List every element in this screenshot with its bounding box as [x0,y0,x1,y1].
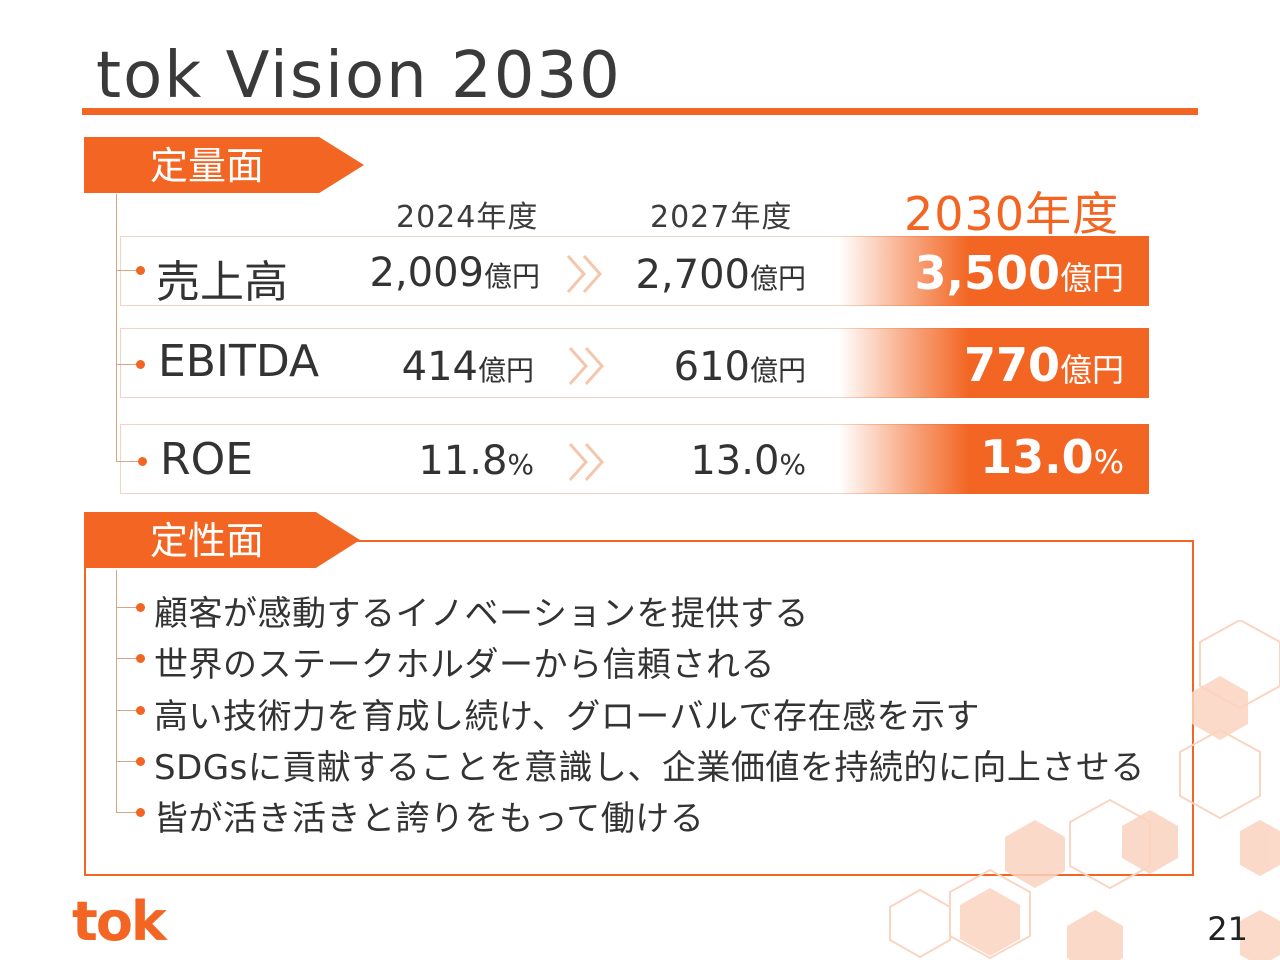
tree-branch [116,364,140,365]
value-2027: 610億円 [673,344,806,390]
tree-branch [116,607,140,608]
list-item: 世界のステークホルダーから信頼される [154,645,775,685]
year-header-2027: 2027年度 [650,200,793,235]
value-2030: 3,500億円 [914,246,1124,300]
bullet-dot [136,654,145,663]
highlight-2030 [839,328,1149,398]
bullet-dot [136,757,145,766]
tree-line-quantitative [116,194,117,462]
bullet-dot [136,603,145,612]
chevron-right-icon [568,443,605,481]
page-number: 21 [1207,910,1248,948]
value-2027: 2,700億円 [635,252,806,298]
page-title: tok Vision 2030 [96,39,622,113]
hexagon-pattern-decoration [889,620,1280,960]
year-header-2030: 2030年度 [904,187,1120,241]
value-2030: 13.0% [980,430,1124,484]
metric-row-sales [120,236,1149,306]
year-header-2024: 2024年度 [396,200,539,235]
value-2027: 13.0% [690,438,806,484]
tree-branch [116,270,140,271]
title-underline [82,108,1198,115]
bullet-dot [136,808,145,817]
chevron-right-icon [566,255,603,293]
metric-row-ebitda [120,328,1149,398]
tree-branch [116,461,140,462]
metric-label: ROE [160,434,254,485]
value-2024: 11.8% [418,438,534,484]
bullet-dot [136,706,145,715]
highlight-2030 [839,424,1149,494]
tree-line-qualitative [116,570,117,812]
section-heading-quantitative: 定量面 [150,144,265,188]
tree-branch [116,710,140,711]
list-item: SDGsに貢献することを意識し、企業価値を持続的に向上させる [154,748,1145,788]
section-heading-qualitative: 定性面 [150,519,265,563]
metric-label: EBITDA [158,336,320,387]
value-2024: 2,009億円 [369,250,540,296]
tree-branch [116,658,140,659]
list-item: 皆が活き活きと誇りをもって働ける [154,799,705,839]
highlight-2030 [839,236,1149,306]
tree-branch [116,761,140,762]
metric-label: 売上高 [156,257,288,308]
tree-branch [116,812,140,813]
value-2024: 414億円 [401,344,534,390]
bullet-dot [136,266,145,275]
section-tab-quantitative: 定量面 [84,137,364,193]
bullet-dot [138,457,147,466]
company-logo: tok [72,890,167,953]
section-tab-qualitative: 定性面 [84,512,360,568]
chevron-right-icon [568,347,605,385]
list-item: 高い技術力を育成し続け、グローバルで存在感を示す [154,697,980,737]
list-item: 顧客が感動するイノベーションを提供する [154,594,809,634]
bullet-dot [136,360,145,369]
metric-row-roe [120,424,1149,494]
value-2030: 770億円 [963,338,1124,392]
